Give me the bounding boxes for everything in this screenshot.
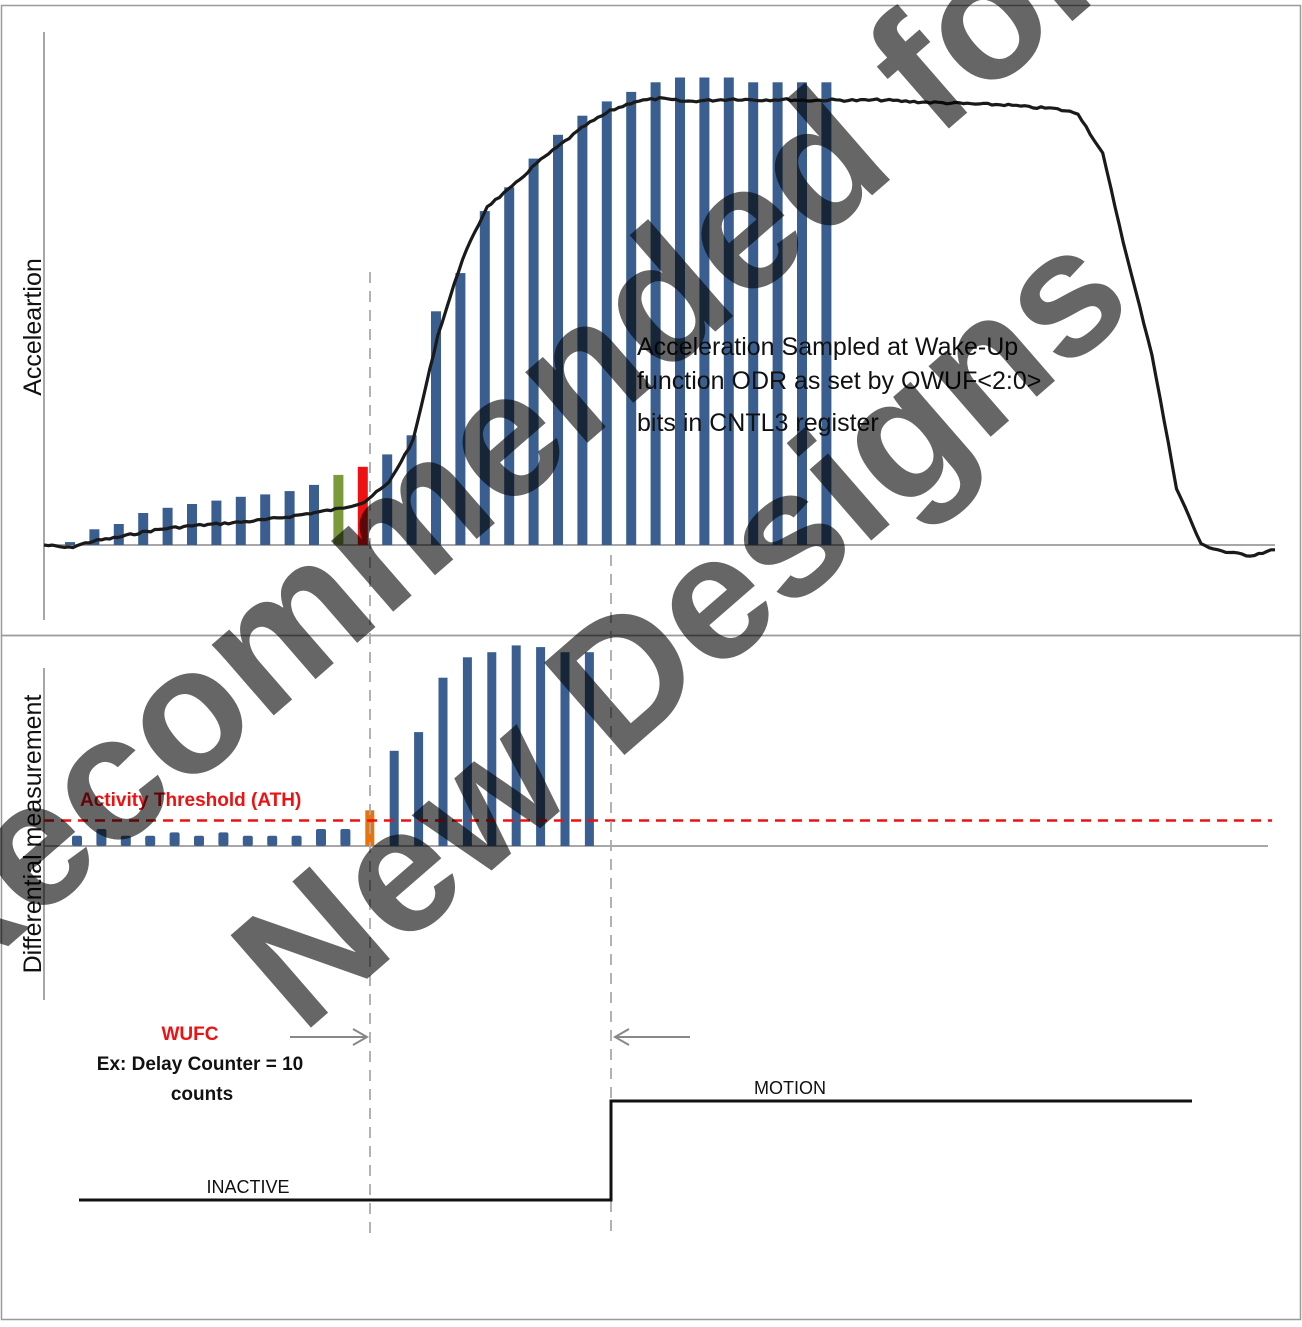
differential-bar bbox=[511, 645, 521, 846]
bottom-panel-frame bbox=[0, 634, 1302, 1321]
differential-bar bbox=[560, 652, 570, 846]
differential-bar bbox=[169, 832, 180, 846]
annotation-line-2: function ODR as set by OWUF<2:0> bbox=[637, 367, 1041, 395]
state-signal-line bbox=[79, 1099, 1192, 1202]
differential-bar bbox=[536, 647, 546, 846]
inactive-state-label: INACTIVE bbox=[206, 1177, 289, 1197]
acceleration-bar bbox=[650, 82, 661, 546]
acceleration-bar bbox=[797, 82, 807, 546]
acceleration-bar bbox=[772, 82, 783, 546]
acceleration-bars bbox=[65, 77, 832, 546]
acceleration-bar bbox=[333, 474, 344, 545]
acceleration-bar bbox=[89, 529, 100, 545]
differential-bar bbox=[242, 835, 253, 846]
wufc-label: WUFC bbox=[162, 1024, 219, 1045]
differential-bar bbox=[291, 835, 302, 846]
differential-bar bbox=[96, 829, 107, 846]
acceleration-signal-line bbox=[43, 96, 1275, 558]
acceleration-bar bbox=[479, 211, 490, 545]
wufc-description-line-1: Ex: Delay Counter = 10 bbox=[97, 1054, 303, 1075]
differential-bar bbox=[267, 835, 278, 846]
acceleration-bar bbox=[504, 187, 515, 546]
differential-bar bbox=[72, 835, 82, 846]
diff-y-axis-label: Differential measurement bbox=[19, 695, 47, 974]
acceleration-bar bbox=[601, 101, 612, 546]
acceleration-bar bbox=[455, 273, 466, 545]
acceleration-bar bbox=[65, 542, 75, 545]
accel-y-axis-label: Acceleartion bbox=[19, 258, 47, 396]
acceleration-bar bbox=[821, 82, 832, 546]
motion-state-label: MOTION bbox=[754, 1078, 826, 1098]
acceleration-bar bbox=[431, 311, 441, 545]
annotation-line-3: bits in CNTL3 register bbox=[637, 409, 879, 437]
acceleration-bar bbox=[577, 115, 588, 545]
acceleration-bar bbox=[528, 158, 539, 545]
acceleration-bar bbox=[626, 91, 637, 546]
acceleration-bar bbox=[723, 77, 734, 545]
differential-bar bbox=[584, 652, 594, 846]
acceleration-bar bbox=[113, 524, 124, 545]
differential-bar bbox=[145, 835, 156, 846]
differential-bar bbox=[389, 750, 399, 846]
wufc-description-line-2: counts bbox=[171, 1084, 233, 1105]
differential-bar bbox=[340, 829, 351, 846]
acceleration-bar bbox=[382, 454, 393, 545]
acceleration-bar bbox=[162, 507, 173, 545]
wufc-arrow-left bbox=[290, 1028, 370, 1046]
activity-threshold-label: Activity Threshold (ATH) bbox=[80, 790, 301, 811]
wufc-arrow-right bbox=[612, 1028, 690, 1046]
acceleration-bar bbox=[748, 82, 759, 546]
differential-bar bbox=[438, 677, 448, 846]
acceleration-bar bbox=[699, 77, 710, 545]
acceleration-bar bbox=[357, 466, 368, 545]
differential-bar bbox=[414, 732, 424, 846]
differential-bar bbox=[218, 832, 229, 846]
differential-bar bbox=[316, 829, 326, 846]
acceleration-bar bbox=[675, 77, 685, 545]
annotation-line-1: Acceleration Sampled at Wake-Up bbox=[637, 333, 1018, 361]
differential-bar bbox=[194, 835, 204, 846]
acceleration-bar bbox=[406, 435, 417, 545]
differential-bar bbox=[462, 657, 472, 846]
differential-bar bbox=[120, 835, 131, 846]
acceleration-bar bbox=[309, 484, 319, 545]
acceleration-bar bbox=[138, 513, 149, 545]
differential-bar bbox=[487, 652, 497, 846]
acceleration-bar bbox=[553, 134, 563, 546]
